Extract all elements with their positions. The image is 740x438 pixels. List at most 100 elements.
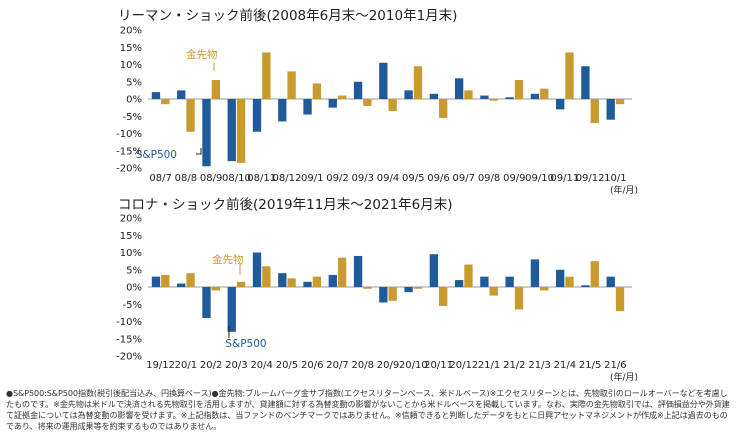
y-tick-label: 10% [120,248,142,259]
gold-annotation: 金先物 [186,48,218,61]
corona-chart: コロナ・ショック前後(2019年11月末～2021年6月末) -20% -15% -… [0,193,740,388]
y-tick-label: 10% [120,60,142,71]
x-tick-label: 08/12 [273,173,302,184]
sp500-bar-20/6 [303,281,312,287]
sp500-bar-20/10 [404,287,413,293]
gold-bar-20/5 [287,278,296,287]
gold-bar-21/4 [565,276,574,287]
sp500-bar-20/8 [353,255,363,287]
sp500-bar-09/6 [429,93,439,99]
x-tick-label: 20/5 [276,360,298,371]
sp500-bar-19/12 [151,276,161,287]
gold-bar-08/8 [186,99,195,132]
y-tick-label: 5% [126,77,142,88]
gold-bar-20/9 [388,287,397,301]
x-tick-label: 20/3 [225,360,247,371]
gold-bar-08/12 [287,71,296,99]
sp500-bar-21/6 [606,276,615,287]
sp500-bar-20/11 [429,254,439,287]
gold-bar-10/1 [615,99,625,105]
y-tick-label: -5% [123,112,142,123]
sp500-bar-09/11 [556,99,565,110]
sp500-bar-09/8 [480,95,489,99]
y-tick-label: 20% [120,26,142,37]
y-tick-label: -15% [116,146,142,157]
sp500-bar-08/10 [227,99,236,162]
x-tick-label: 09/9 [503,173,525,184]
x-tick-label: 20/2 [200,360,222,371]
gold-bar-20/12 [464,264,473,287]
y-tick-label: 0% [126,95,142,106]
sp500-annotation: S&P500 [136,149,177,161]
sp500-bar-08/9 [202,99,211,167]
sp500-bar-21/1 [480,276,489,287]
sp500-bar-21/5 [581,285,590,287]
lehman-chart-title: リーマン・ショック前後(2008年6月末～2010年1月末) [118,8,458,24]
lehman-chart: リーマン・ショック前後(2008年6月末～2010年1月末) -20% -15% -… [0,4,740,204]
gold-bar-20/4 [262,266,271,287]
gold-bar-09/12 [590,99,599,124]
x-tick-label: 21/4 [554,360,576,371]
sp500-bar-09/2 [328,99,337,108]
x-tick-label: 10/1 [604,173,626,184]
gold-bar-20/7 [337,257,347,287]
gold-bar-21/6 [615,287,625,312]
gold-bar-21/1 [489,287,498,296]
x-tick-label: 09/12 [576,173,605,184]
x-tick-label: 21/5 [579,360,601,371]
y-tick-label: 5% [126,265,142,276]
sp500-bar-09/1 [303,99,312,115]
gold-bar-20/2 [211,287,220,291]
sp500-bar-08/7 [151,92,161,99]
x-tick-label: 20/12 [449,360,478,371]
sp500-bar-09/9 [505,97,514,99]
gold-bar-21/3 [540,287,549,291]
x-tick-label: 20/4 [250,360,272,371]
x-tick-label: 09/3 [352,173,374,184]
sp500-bar-20/3 [227,287,236,332]
sp500-bar-09/12 [581,66,590,99]
gold-bar-08/10 [236,99,246,163]
x-tick-label: 20/9 [377,360,399,371]
gold-bar-09/4 [388,99,397,112]
sp500-bar-20/1 [177,283,186,287]
sp500-bar-09/7 [454,78,464,99]
gold-bar-20/11 [439,287,448,306]
sp500-bar-20/2 [202,287,211,319]
gold-bar-20/8 [363,287,372,289]
x-tick-label: 20/10 [399,360,428,371]
sp500-bar-21/3 [530,259,540,287]
x-tick-label: 08/7 [149,173,171,184]
x-tick-label: 09/5 [402,173,424,184]
x-tick-label: 09/2 [326,173,348,184]
gold-bar-20/1 [186,273,195,287]
x-tick-label: 21/6 [604,360,626,371]
x-tick-label: 09/8 [478,173,500,184]
y-tick-label: 15% [120,43,142,54]
y-tick-label: -20% [116,352,142,363]
x-tick-label: 09/11 [550,173,579,184]
corona-chart-plot: -20%-15%-10%-5%0%5%10%15%20%19/12 20/1 20/… [116,214,638,384]
y-tick-label: -10% [116,129,142,140]
gold-bar-09/6 [439,99,448,118]
gold-bar-08/7 [161,99,170,105]
gold-bar-09/9 [514,80,524,99]
sp500-bar-08/8 [177,90,186,99]
y-tick-label: -20% [116,164,142,175]
x-tick-label: 09/4 [377,173,399,184]
sp500-bar-08/11 [252,99,262,132]
gold-annotation: 金先物 [212,253,244,266]
x-tick-label: 21/3 [528,360,550,371]
sp500-bar-10/1 [606,99,615,120]
gold-bar-20/6 [312,276,322,287]
gold-bar-09/1 [312,83,322,99]
x-tick-label: 08/10 [222,173,251,184]
x-tick-label: 21/1 [478,360,500,371]
sp500-bar-21/4 [556,269,565,287]
x-tick-label: 20/8 [352,360,374,371]
y-tick-label: 0% [126,283,142,294]
gold-bar-20/3 [236,281,246,287]
x-tick-label: 20/7 [326,360,348,371]
x-unit-label: (年/月) [610,184,638,196]
x-tick-label: 21/2 [503,360,525,371]
